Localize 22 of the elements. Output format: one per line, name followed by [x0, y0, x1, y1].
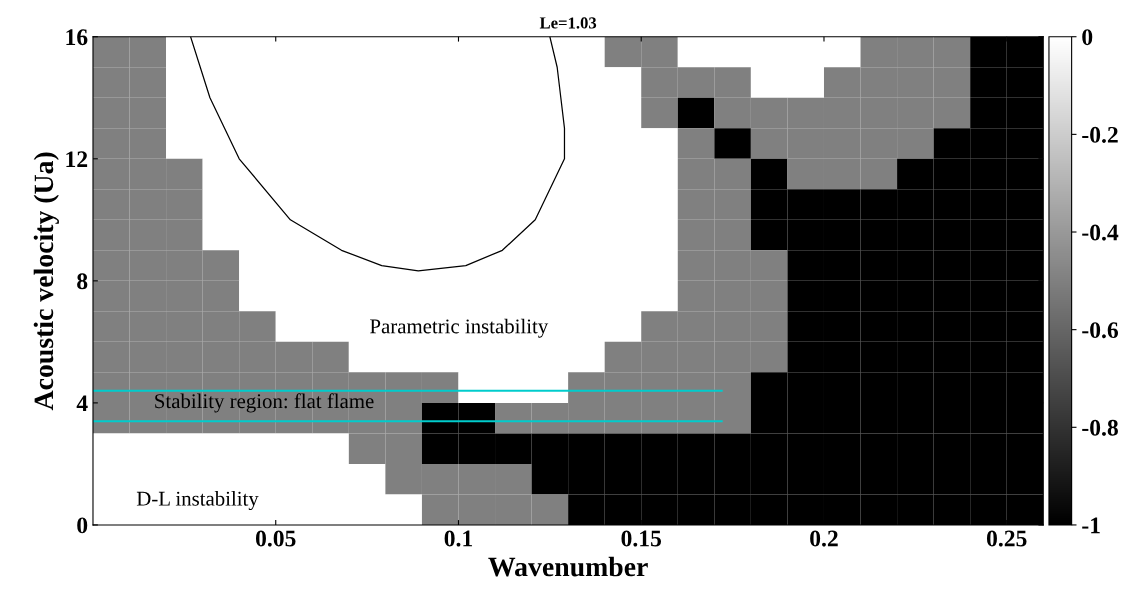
color-bar-label: -0.6 — [1082, 322, 1119, 339]
y-tick-label: 16 — [66, 29, 88, 46]
color-bar-label: -0.4 — [1082, 224, 1119, 241]
x-axis-title: Wavenumber — [488, 556, 648, 577]
color-bar-label: -1 — [1082, 517, 1100, 534]
x-tick-label: 0.2 — [810, 530, 838, 547]
annotation: D-L instability — [136, 491, 259, 511]
x-tick-label: 0.05 — [255, 530, 296, 547]
annotation: Stability region: flat flame — [155, 393, 374, 413]
y-tick-label: 4 — [76, 395, 88, 412]
x-tick-label: 0.25 — [986, 530, 1027, 547]
annotation: Parametric instability — [370, 318, 549, 338]
x-tick-label: 0.15 — [621, 530, 662, 547]
x-tick-label: 0.1 — [444, 530, 473, 547]
y-tick-label: 8 — [77, 273, 88, 290]
y-tick-label: 0 — [77, 517, 88, 534]
y-tick-label: 12 — [66, 151, 88, 167]
chart-title: Le=1.03 — [539, 17, 597, 29]
color-bar-label: 0 — [1082, 29, 1093, 46]
color-bar-label: -0.2 — [1082, 126, 1118, 143]
y-axis-title: Acoustic velocity (Ua) — [33, 152, 59, 411]
color-bar-label: -0.8 — [1082, 419, 1118, 436]
